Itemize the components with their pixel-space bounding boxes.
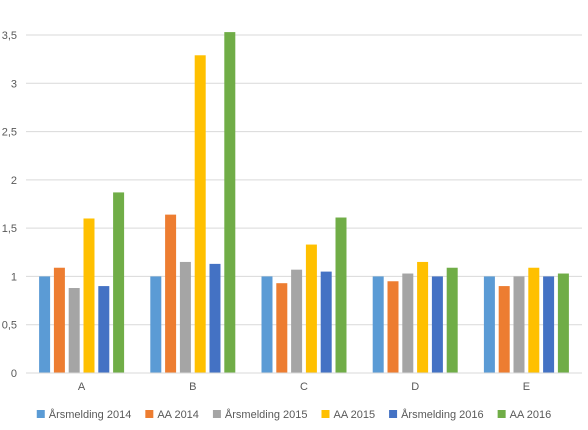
- bar-B-series-0: [150, 276, 162, 373]
- legend-swatch: [212, 410, 221, 418]
- y-tick-label: 0: [11, 368, 17, 380]
- axes: 0 0,5 1 1,5 2 2,5 3 3,5 A B C D E: [2, 30, 582, 393]
- bar-A-series-5: [113, 192, 125, 373]
- bar-B-series-4: [209, 263, 221, 373]
- bar-C-series-3: [305, 244, 317, 373]
- bar-A-series-3: [83, 218, 95, 373]
- bar-D-series-2: [402, 273, 414, 373]
- bar-E-series-4: [543, 276, 555, 373]
- legend-swatch: [145, 410, 154, 418]
- legend-swatch: [321, 410, 330, 418]
- legend-swatch: [36, 410, 45, 418]
- legend: Årsmelding 2014 AA 2014 Årsmelding 2015 AA …: [36, 408, 552, 421]
- bar-E-series-1: [498, 286, 510, 373]
- legend-label: AA 2015: [333, 409, 375, 421]
- bar-D-series-1: [387, 281, 399, 373]
- y-tick-label: 3: [11, 78, 17, 90]
- bar-D-series-5: [446, 267, 458, 373]
- y-tick-label: 1: [11, 271, 17, 283]
- x-tick-label: B: [189, 381, 196, 393]
- bar-E-series-2: [513, 276, 525, 373]
- bar-A-series-4: [98, 286, 110, 373]
- bars: [39, 32, 569, 374]
- bar-C-series-0: [261, 276, 273, 373]
- bar-B-series-2: [179, 261, 191, 373]
- bar-C-series-5: [335, 217, 347, 373]
- y-tick-label: 1,5: [2, 223, 17, 235]
- legend-label: Årsmelding 2014: [49, 408, 132, 421]
- legend-label: AA 2016: [510, 409, 552, 421]
- x-tick-label: C: [300, 381, 308, 393]
- bar-B-series-3: [194, 55, 206, 373]
- bar-C-series-4: [320, 271, 332, 373]
- bar-C-series-2: [291, 269, 303, 373]
- y-tick-label: 0,5: [2, 320, 17, 332]
- legend-swatch: [389, 410, 398, 418]
- bar-E-series-5: [557, 273, 569, 373]
- bar-C-series-1: [276, 283, 288, 373]
- bar-A-series-0: [39, 276, 51, 373]
- bar-B-series-1: [165, 214, 177, 373]
- y-tick-label: 2: [11, 175, 17, 187]
- bar-A-series-2: [68, 288, 80, 373]
- legend-swatch: [497, 410, 506, 418]
- x-tick-label: E: [523, 381, 530, 393]
- y-tick-label: 2,5: [2, 127, 17, 139]
- bar-D-series-4: [431, 276, 443, 373]
- legend-label: Årsmelding 2015: [225, 408, 308, 421]
- bar-B-series-5: [224, 32, 236, 374]
- bar-A-series-1: [53, 267, 65, 373]
- y-tick-label: 3,5: [2, 30, 17, 42]
- legend-label: AA 2014: [157, 409, 199, 421]
- x-tick-label: A: [78, 381, 86, 393]
- bar-E-series-0: [483, 276, 495, 373]
- x-tick-label: D: [411, 381, 419, 393]
- gridlines: [26, 34, 582, 326]
- legend-label: Årsmelding 2016: [401, 408, 484, 421]
- bar-E-series-3: [528, 267, 540, 373]
- bar-D-series-0: [372, 276, 384, 373]
- bar-D-series-3: [417, 261, 429, 373]
